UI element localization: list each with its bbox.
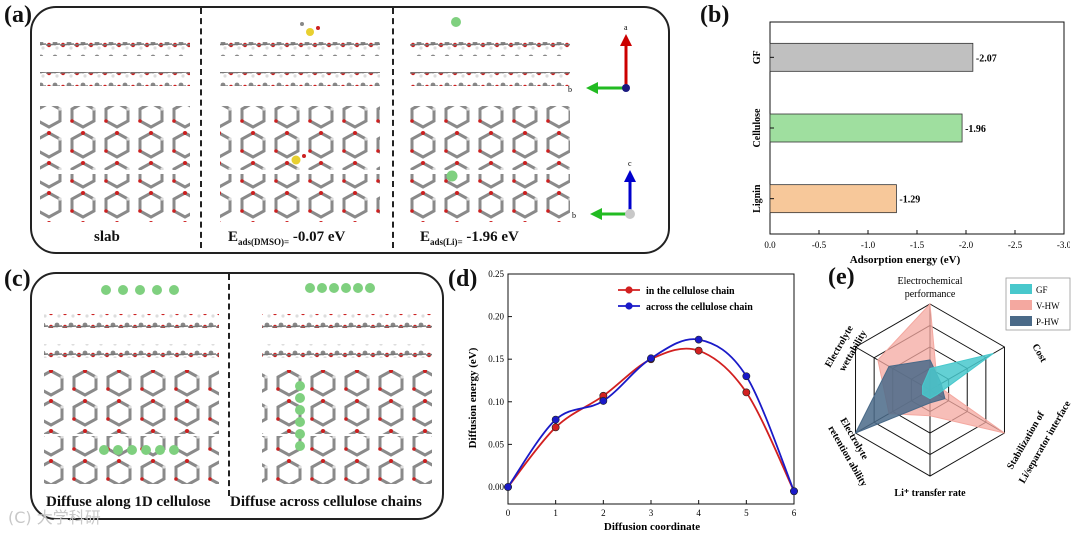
panel-a-label: (a): [4, 2, 32, 28]
bar-value-label: -1.29: [899, 195, 920, 206]
dmso-molecule-icon: [306, 28, 314, 36]
panel-a-divider-1: [200, 8, 202, 248]
bar-xtick-label: -3.0: [1057, 240, 1070, 250]
radar-legend-swatch: [1010, 300, 1032, 310]
adsorption-bar-chart: Adsorption energy (eV) 0.0 -0.5 -1.0 -1.5 -2…: [752, 21, 1070, 266]
li-adsorbed-icon: [446, 170, 458, 182]
along-chain-structure: [44, 285, 219, 484]
line-ytick-label: 0.20: [488, 312, 504, 322]
caption-slab: slab: [94, 229, 120, 245]
radar-series-gf: [922, 352, 994, 400]
line-series-0: [507, 347, 795, 492]
radar-label-top1: Electrochemical: [898, 276, 963, 287]
bar-value-label: -2.07: [976, 53, 997, 64]
bar-gf: [769, 42, 974, 72]
radar-label-cost: Cost: [1029, 342, 1049, 365]
bar-category-label: Cellulose: [752, 108, 763, 147]
line-ylabel: Diffusion energy (eV): [467, 347, 479, 448]
line-point: [742, 388, 751, 397]
axes-top-icon: a b: [568, 23, 632, 94]
radar-legend-label: P-HW: [1036, 317, 1060, 327]
line-ytick-label: 0.00: [488, 482, 504, 492]
line-xlabel: Diffusion coordinate: [604, 521, 700, 532]
radar-legend-label: GF: [1036, 285, 1048, 295]
radar-legend-swatch: [1010, 284, 1032, 294]
panel-a-structures: a b c b: [40, 17, 636, 222]
line-point: [742, 372, 751, 381]
line-point: [647, 354, 655, 363]
axis-c-label: c: [628, 159, 632, 168]
bar-category-label: GF: [752, 50, 763, 64]
line-xtick-label: 3: [649, 508, 654, 518]
bar-category-label: Lignin: [752, 184, 763, 213]
caption-along: Diffuse along 1D cellulose: [46, 494, 211, 510]
radar-legend-label: V-HW: [1036, 301, 1060, 311]
legend-marker: [625, 286, 633, 294]
diffusion-line-chart: Diffusion energy (eV) Diffusion coordina…: [467, 269, 798, 532]
dmso-structure: [220, 22, 380, 222]
axis-a-label: a: [624, 23, 628, 32]
line-xtick-label: 0: [506, 508, 511, 518]
panel-c-structures: [44, 283, 432, 484]
line-xtick-label: 5: [744, 508, 749, 518]
line-xtick-label: 2: [601, 508, 606, 518]
radar-legend-swatch: [1010, 316, 1032, 326]
line-ytick-label: 0.25: [488, 269, 504, 279]
legend-label: across the cellulose chain: [646, 302, 753, 313]
line-xtick-label: 1: [553, 508, 558, 518]
bar-xlabel: Adsorption energy (eV): [850, 254, 961, 266]
caption-li: Eads(Li)= -1.96 eV: [420, 229, 519, 247]
line-point: [694, 335, 703, 344]
bar-xtick-label: -1.5: [910, 240, 925, 250]
line-point: [551, 423, 560, 432]
radar-label-bottom: Li⁺ transfer rate: [894, 488, 966, 499]
slab-structure: [40, 42, 190, 222]
bar-xtick-label: -1.0: [861, 240, 876, 250]
bar-lignin: [769, 184, 897, 214]
axis-b-label-bottom: b: [572, 211, 576, 220]
line-point: [551, 415, 560, 424]
line-point: [599, 397, 608, 405]
panel-c-label: (c): [4, 266, 31, 292]
panel-d-label: (d): [448, 266, 478, 292]
line-point: [790, 487, 798, 496]
bar-xtick-label: -2.5: [1008, 240, 1023, 250]
panel-e-label: (e): [828, 264, 855, 290]
bar-cellulose: [769, 113, 963, 143]
line-point: [504, 483, 512, 491]
radar-label-top2: performance: [905, 289, 956, 300]
caption-across: Diffuse across cellulose chains: [230, 494, 422, 510]
axes-bottom-icon: c b: [572, 159, 636, 220]
li-atom-icon: [451, 17, 461, 27]
line-ytick-label: 0.15: [488, 354, 504, 364]
line-ytick-label: 0.05: [488, 439, 504, 449]
panel-a-divider-2: [392, 8, 394, 248]
dmso-adsorbed-icon: [291, 155, 301, 165]
legend-label: in the cellulose chain: [646, 286, 735, 297]
bar-value-label: -1.96: [965, 124, 986, 135]
line-xtick-label: 4: [696, 508, 701, 518]
axis-b-label-top: b: [568, 85, 572, 94]
bar-xtick-label: 0.0: [764, 240, 776, 250]
bar-xtick-label: -2.0: [959, 240, 974, 250]
line-ytick-label: 0.10: [488, 397, 504, 407]
caption-dmso: Eads(DMSO)= -0.07 eV: [228, 229, 346, 247]
radar-chart: Electrochemical performance Cost Stabili…: [823, 276, 1074, 499]
legend-marker: [625, 302, 633, 310]
panel-b-label: (b): [700, 2, 730, 28]
line-xtick-label: 6: [792, 508, 797, 518]
watermark: (C) 大学科研: [8, 508, 101, 527]
line-point: [694, 346, 703, 355]
li-structure: [410, 17, 570, 222]
panel-c-divider: [228, 274, 230, 496]
across-chain-structure: [262, 283, 432, 484]
radar-legend: GF V-HW P-HW: [1005, 277, 1071, 331]
bar-xtick-label: -0.5: [812, 240, 827, 250]
